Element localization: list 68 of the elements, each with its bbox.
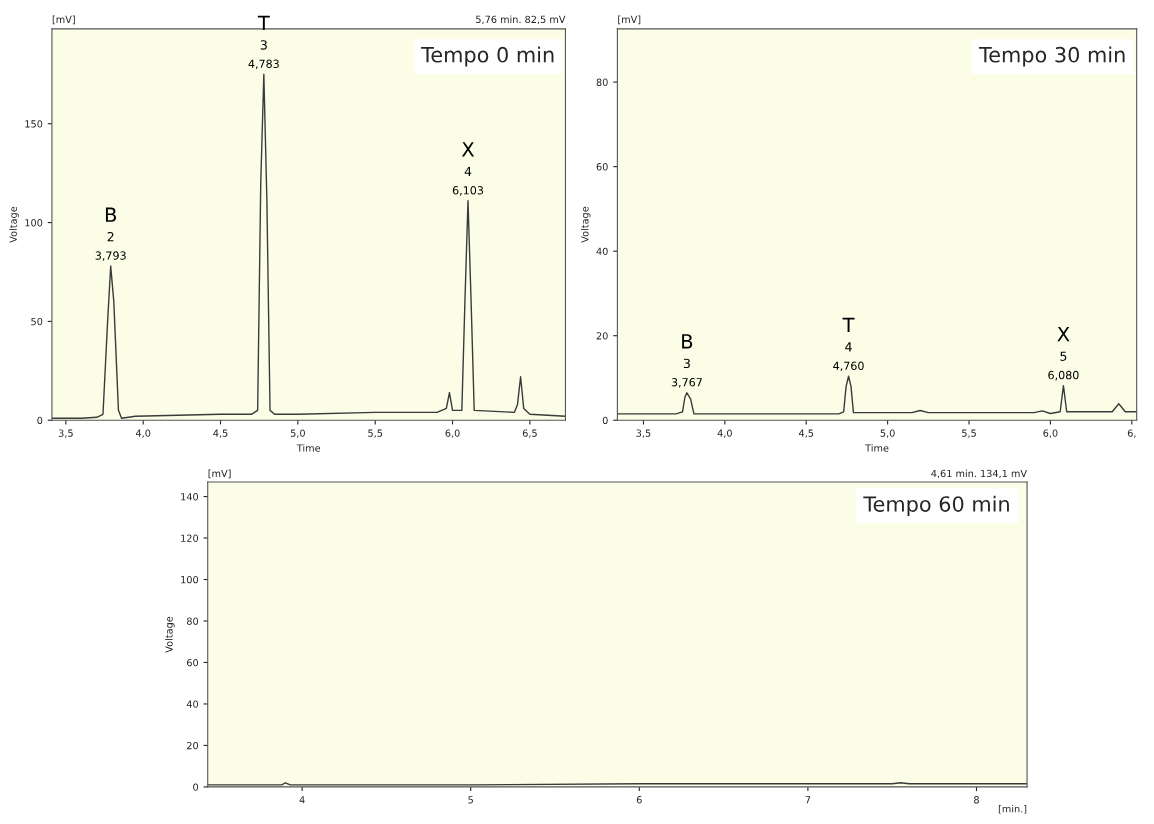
y-tick-label: 60 bbox=[596, 163, 608, 171]
y-tick-label: 20 bbox=[596, 332, 608, 340]
text: [mV] bbox=[208, 469, 231, 479]
x-tick-label: 4,0 bbox=[717, 429, 732, 438]
y-tick-label: 140 bbox=[181, 493, 199, 501]
annotation: 3 bbox=[683, 358, 690, 369]
x-tick-label: 3,5 bbox=[636, 429, 651, 438]
y-tick-label: 80 bbox=[186, 617, 199, 625]
x-tick-label: 5,5 bbox=[368, 429, 383, 438]
x-tick-label: 5,0 bbox=[290, 429, 305, 438]
x-tick-label: 5 bbox=[468, 796, 473, 804]
text: 4,61 min. 134,1 mV bbox=[931, 469, 1027, 479]
annotation: T bbox=[257, 15, 270, 30]
x-tick-label: 4,5 bbox=[798, 429, 814, 438]
text: Tempo 0 min bbox=[421, 46, 554, 67]
text: [mV] bbox=[52, 15, 75, 25]
annotation: B bbox=[105, 207, 116, 222]
y-tick-label: 80 bbox=[596, 78, 608, 86]
y-tick-label: 60 bbox=[187, 658, 199, 667]
y-axis-title: Voltage bbox=[581, 206, 591, 243]
y-tick-label: 100 bbox=[25, 219, 43, 227]
annotation: X bbox=[1057, 327, 1070, 342]
x-axis-title: Time bbox=[865, 444, 889, 452]
x-tick-label: 6,5 bbox=[522, 429, 537, 438]
annotation: B bbox=[682, 334, 693, 349]
y-tick-label: 0 bbox=[37, 416, 43, 425]
x-tick-label: 4 bbox=[299, 796, 305, 804]
y-tick-label: 150 bbox=[25, 120, 43, 128]
annotation: 4,783 bbox=[248, 59, 279, 70]
x-tick-label: 3,5 bbox=[58, 429, 73, 438]
x-tick-label: 4,0 bbox=[135, 429, 151, 438]
annotation: 4 bbox=[845, 342, 852, 352]
annotation: 3,793 bbox=[95, 251, 126, 261]
x-tick-label: 5,5 bbox=[962, 429, 976, 438]
y-tick-label: 50 bbox=[31, 317, 43, 326]
text: 5,76 min. 82,5 mV bbox=[476, 15, 566, 25]
x-tick-label: 6, bbox=[1127, 429, 1136, 438]
x-tick-label: 6,0 bbox=[1043, 429, 1058, 438]
annotation: T bbox=[842, 317, 855, 332]
annotation: 6,103 bbox=[452, 186, 484, 196]
annotation: 4,760 bbox=[833, 361, 864, 372]
y-tick-label: 40 bbox=[186, 700, 199, 708]
annotation: 4 bbox=[464, 166, 472, 176]
y-tick-label: 120 bbox=[181, 534, 199, 542]
x-tick-label: 4,5 bbox=[213, 429, 228, 438]
annotation: 2 bbox=[107, 231, 114, 242]
x-tick-label: 8 bbox=[974, 796, 979, 804]
annotation: 3 bbox=[260, 40, 267, 50]
y-tick-label: 0 bbox=[193, 783, 199, 791]
x-tick-label: 5,0 bbox=[880, 429, 895, 438]
x-axis-title: Time bbox=[296, 444, 321, 452]
y-axis-title: Voltage bbox=[165, 616, 175, 653]
annotation: 6,080 bbox=[1048, 370, 1079, 381]
x-tick-label: 6,0 bbox=[445, 429, 460, 438]
y-tick-label: 40 bbox=[596, 247, 608, 255]
annotation: X bbox=[461, 142, 475, 157]
text: Tempo 30 min bbox=[978, 46, 1125, 67]
y-tick-label: 100 bbox=[181, 576, 199, 584]
y-axis-title: Voltage bbox=[9, 206, 19, 243]
x-tick-label: 7 bbox=[805, 796, 811, 804]
text: [mV] bbox=[618, 15, 641, 25]
x-tick-label: 6 bbox=[636, 796, 642, 804]
text: Tempo 60 min bbox=[863, 495, 1009, 516]
annotation: 5 bbox=[1060, 351, 1067, 361]
text: [min.] bbox=[998, 804, 1027, 814]
annotation: 3,767 bbox=[671, 378, 702, 388]
y-tick-label: 20 bbox=[187, 741, 199, 750]
y-tick-label: 0 bbox=[602, 416, 608, 425]
